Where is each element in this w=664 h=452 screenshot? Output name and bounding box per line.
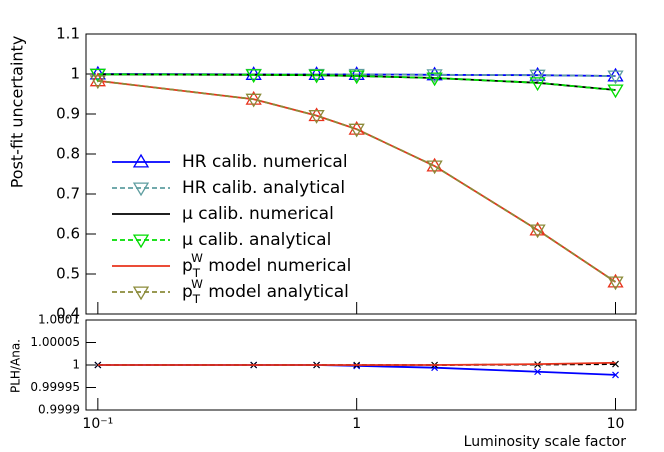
- marker: [132, 234, 150, 249]
- marker: [529, 66, 546, 81]
- marker: [607, 273, 624, 288]
- marker: [426, 72, 443, 87]
- y-tick-label: 0.6: [56, 225, 80, 243]
- legend-label: pTW model analytical: [182, 277, 349, 306]
- y-tick-label: 0.8: [56, 145, 80, 163]
- marker: [308, 69, 325, 84]
- y-tick-label: 1.00005: [30, 335, 80, 349]
- series-line: [97, 79, 617, 283]
- x-tick-label: 1: [352, 416, 361, 432]
- marker: [348, 70, 365, 85]
- marker: [94, 361, 102, 369]
- legend-label: HR calib. numerical: [182, 152, 348, 172]
- marker: [89, 65, 106, 80]
- marker: [89, 72, 106, 87]
- y-axis-title: PLH/Ana.: [9, 339, 23, 393]
- marker: [426, 160, 443, 175]
- marker: [245, 66, 262, 80]
- y-tick-label: 0.4: [56, 305, 80, 323]
- legend-label: μ calib. numerical: [182, 204, 334, 224]
- marker: [132, 182, 150, 197]
- marker: [612, 371, 619, 379]
- marker: [308, 110, 325, 124]
- marker: [607, 70, 624, 85]
- marker: [529, 69, 546, 84]
- x-tick-label: 10⁻¹: [82, 416, 113, 432]
- marker: [607, 276, 624, 291]
- marker: [245, 69, 262, 84]
- legend-box: [108, 150, 378, 304]
- y-axis-title: Post-fit uncertainty: [8, 36, 27, 189]
- marker: [245, 93, 262, 108]
- y-tick-label: 1.0001: [38, 313, 80, 327]
- marker: [348, 123, 365, 138]
- x-axis-title: Luminosity scale factor: [464, 434, 627, 450]
- marker: [348, 66, 365, 80]
- series-line: [97, 361, 616, 366]
- legend-label: pTW model numerical: [182, 251, 351, 280]
- top-frame: [85, 33, 637, 315]
- marker: [607, 67, 624, 82]
- y-tick-label: 0.9: [56, 105, 80, 123]
- marker: [534, 368, 542, 376]
- marker: [529, 224, 546, 239]
- marker: [132, 153, 150, 168]
- y-tick-label: 1: [72, 358, 80, 372]
- series-line: [97, 73, 616, 91]
- y-tick-label: 0.5: [56, 265, 80, 283]
- marker: [529, 77, 546, 92]
- y-tick-label: 0.7: [56, 185, 80, 203]
- marker: [308, 66, 325, 80]
- y-tick-label: 0.9999: [38, 403, 80, 417]
- y-tick-label: 0.99995: [30, 380, 80, 394]
- marker: [529, 221, 546, 236]
- marker: [89, 75, 106, 90]
- marker: [426, 69, 443, 84]
- marker: [607, 84, 624, 99]
- legend-label: HR calib. analytical: [182, 178, 345, 198]
- y-tick-label: 1: [70, 65, 80, 83]
- legend-label: μ calib. analytical: [182, 230, 331, 250]
- y-tick-label: 1.1: [56, 25, 80, 43]
- marker: [132, 286, 150, 301]
- x-tick-label: 10: [607, 416, 625, 432]
